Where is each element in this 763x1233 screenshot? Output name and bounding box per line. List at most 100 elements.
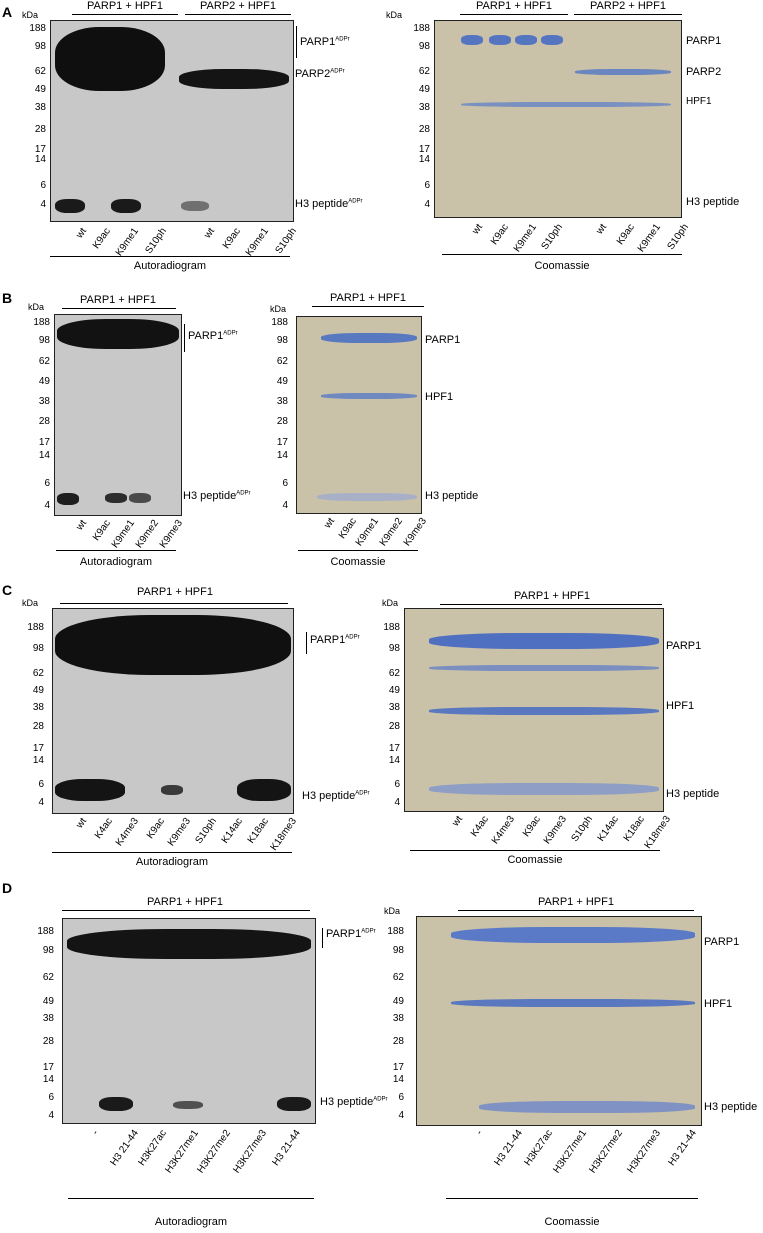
- footer-label: Autoradiogram: [154, 1216, 228, 1228]
- band-label-parp1: PARP1ADPr: [326, 928, 376, 940]
- mw-marker: 4: [398, 1110, 404, 1121]
- mw-marker: 188: [413, 23, 430, 34]
- mw-marker: 6: [38, 779, 44, 790]
- mw-marker: 49: [32, 685, 44, 696]
- mw-marker: 38: [38, 396, 50, 407]
- kda-label: kDa: [386, 10, 403, 20]
- group-header: PARP1 + HPF1: [147, 896, 223, 908]
- mw-marker: 14: [38, 450, 50, 461]
- mw-marker: 17: [276, 437, 288, 448]
- band-label-parp1: PARP1: [425, 334, 461, 346]
- mw-marker: 62: [276, 356, 288, 367]
- band-label-h3: H3 peptide: [686, 196, 740, 208]
- mw-marker: 98: [32, 643, 44, 654]
- panel-letter-c: C: [2, 582, 13, 598]
- group-header: PARP1 + HPF1: [330, 292, 406, 304]
- mw-marker: 6: [44, 478, 50, 489]
- footer-label: Coomassie: [544, 1216, 600, 1228]
- mw-marker: 6: [398, 1092, 404, 1103]
- band-label-h3: H3 peptide: [666, 788, 720, 800]
- coomassie-gel: [296, 316, 422, 514]
- footer-label: Autoradiogram: [79, 556, 153, 568]
- mw-marker: 14: [34, 154, 46, 165]
- band-label-parp1: PARP1ADPr: [300, 36, 350, 48]
- band-label-parp2: PARP2ADPr: [295, 68, 345, 80]
- mw-marker: 188: [387, 926, 404, 937]
- mw-marker: 14: [418, 154, 430, 165]
- mw-marker: 49: [418, 84, 430, 95]
- mw-marker: 98: [34, 41, 46, 52]
- lane-label: -: [90, 1128, 102, 1138]
- mw-marker: 49: [276, 376, 288, 387]
- mw-marker: 188: [271, 317, 288, 328]
- mw-marker: 17: [392, 1062, 404, 1073]
- kda-label: kDa: [28, 302, 45, 312]
- mw-marker: 28: [34, 124, 46, 135]
- band-label-parp1: PARP1ADPr: [310, 634, 360, 646]
- kda-label: kDa: [22, 598, 39, 608]
- band-label-parp1: PARP1: [686, 35, 722, 47]
- mw-marker: 38: [388, 702, 400, 713]
- mw-marker: 98: [388, 643, 400, 654]
- group-header: PARP1 + HPF1: [538, 896, 614, 908]
- mw-marker: 28: [32, 721, 44, 732]
- mw-marker: 49: [38, 376, 50, 387]
- mw-marker: 28: [418, 124, 430, 135]
- band-label-parp1: PARP1ADPr: [188, 330, 238, 342]
- mw-marker: 62: [418, 66, 430, 77]
- panel-letter-a: A: [2, 4, 13, 20]
- kda-label: kDa: [22, 10, 39, 20]
- band-label-parp1: PARP1: [666, 640, 702, 652]
- group-header: PARP2 + HPF1: [200, 0, 276, 12]
- band-label-hpf1: HPF1: [686, 96, 712, 107]
- band-label-hpf1: HPF1: [666, 700, 695, 712]
- autoradiogram-gel: [62, 918, 316, 1124]
- mw-marker: 4: [40, 199, 46, 210]
- kda-label: kDa: [270, 304, 287, 314]
- band-label-hpf1: HPF1: [425, 391, 454, 403]
- lane-label: K18me3: [268, 816, 300, 853]
- band-label-h3: H3 peptide: [704, 1101, 758, 1113]
- mw-marker: 38: [32, 702, 44, 713]
- mw-marker: 4: [394, 797, 400, 808]
- mw-marker: 49: [42, 996, 54, 1007]
- footer-label: Autoradiogram: [133, 260, 207, 272]
- kda-label: kDa: [382, 598, 399, 608]
- mw-marker: 17: [418, 144, 430, 155]
- mw-marker: 28: [38, 416, 50, 427]
- mw-marker: 38: [42, 1013, 54, 1024]
- mw-marker: 62: [388, 668, 400, 679]
- mw-marker: 98: [42, 945, 54, 956]
- mw-marker: 38: [34, 102, 46, 113]
- footer-label: Coomassie: [507, 854, 563, 866]
- mw-marker: 4: [48, 1110, 54, 1121]
- mw-marker: 98: [392, 945, 404, 956]
- mw-marker: 62: [38, 356, 50, 367]
- footer-label: Coomassie: [330, 556, 386, 568]
- lane-label: H3 21-44: [666, 1128, 700, 1169]
- band-label-parp2: PARP2: [686, 66, 722, 78]
- mw-marker: 17: [38, 437, 50, 448]
- mw-marker: 38: [276, 396, 288, 407]
- lane-label: S10ph: [665, 222, 692, 253]
- lane-label: -: [474, 1128, 486, 1138]
- autoradiogram-gel: [52, 608, 294, 814]
- band-label-h3: H3 peptide: [425, 490, 479, 502]
- mw-marker: 14: [32, 755, 44, 766]
- mw-marker: 188: [27, 622, 44, 633]
- mw-marker: 28: [392, 1036, 404, 1047]
- mw-marker: 62: [392, 972, 404, 983]
- footer-label: Autoradiogram: [135, 856, 209, 868]
- mw-marker: 17: [388, 743, 400, 754]
- mw-marker: 4: [38, 797, 44, 808]
- mw-marker: 49: [388, 685, 400, 696]
- coomassie-gel: [404, 608, 664, 812]
- mw-marker: 17: [42, 1062, 54, 1073]
- band-label-hpf1: HPF1: [704, 998, 733, 1010]
- mw-marker: 6: [40, 180, 46, 191]
- band-label-parp1: PARP1: [704, 936, 740, 948]
- lane-label: H3K27me2: [587, 1128, 626, 1176]
- band-label-h3: H3 peptideADPr: [302, 790, 370, 802]
- mw-marker: 98: [38, 335, 50, 346]
- mw-marker: 188: [383, 622, 400, 633]
